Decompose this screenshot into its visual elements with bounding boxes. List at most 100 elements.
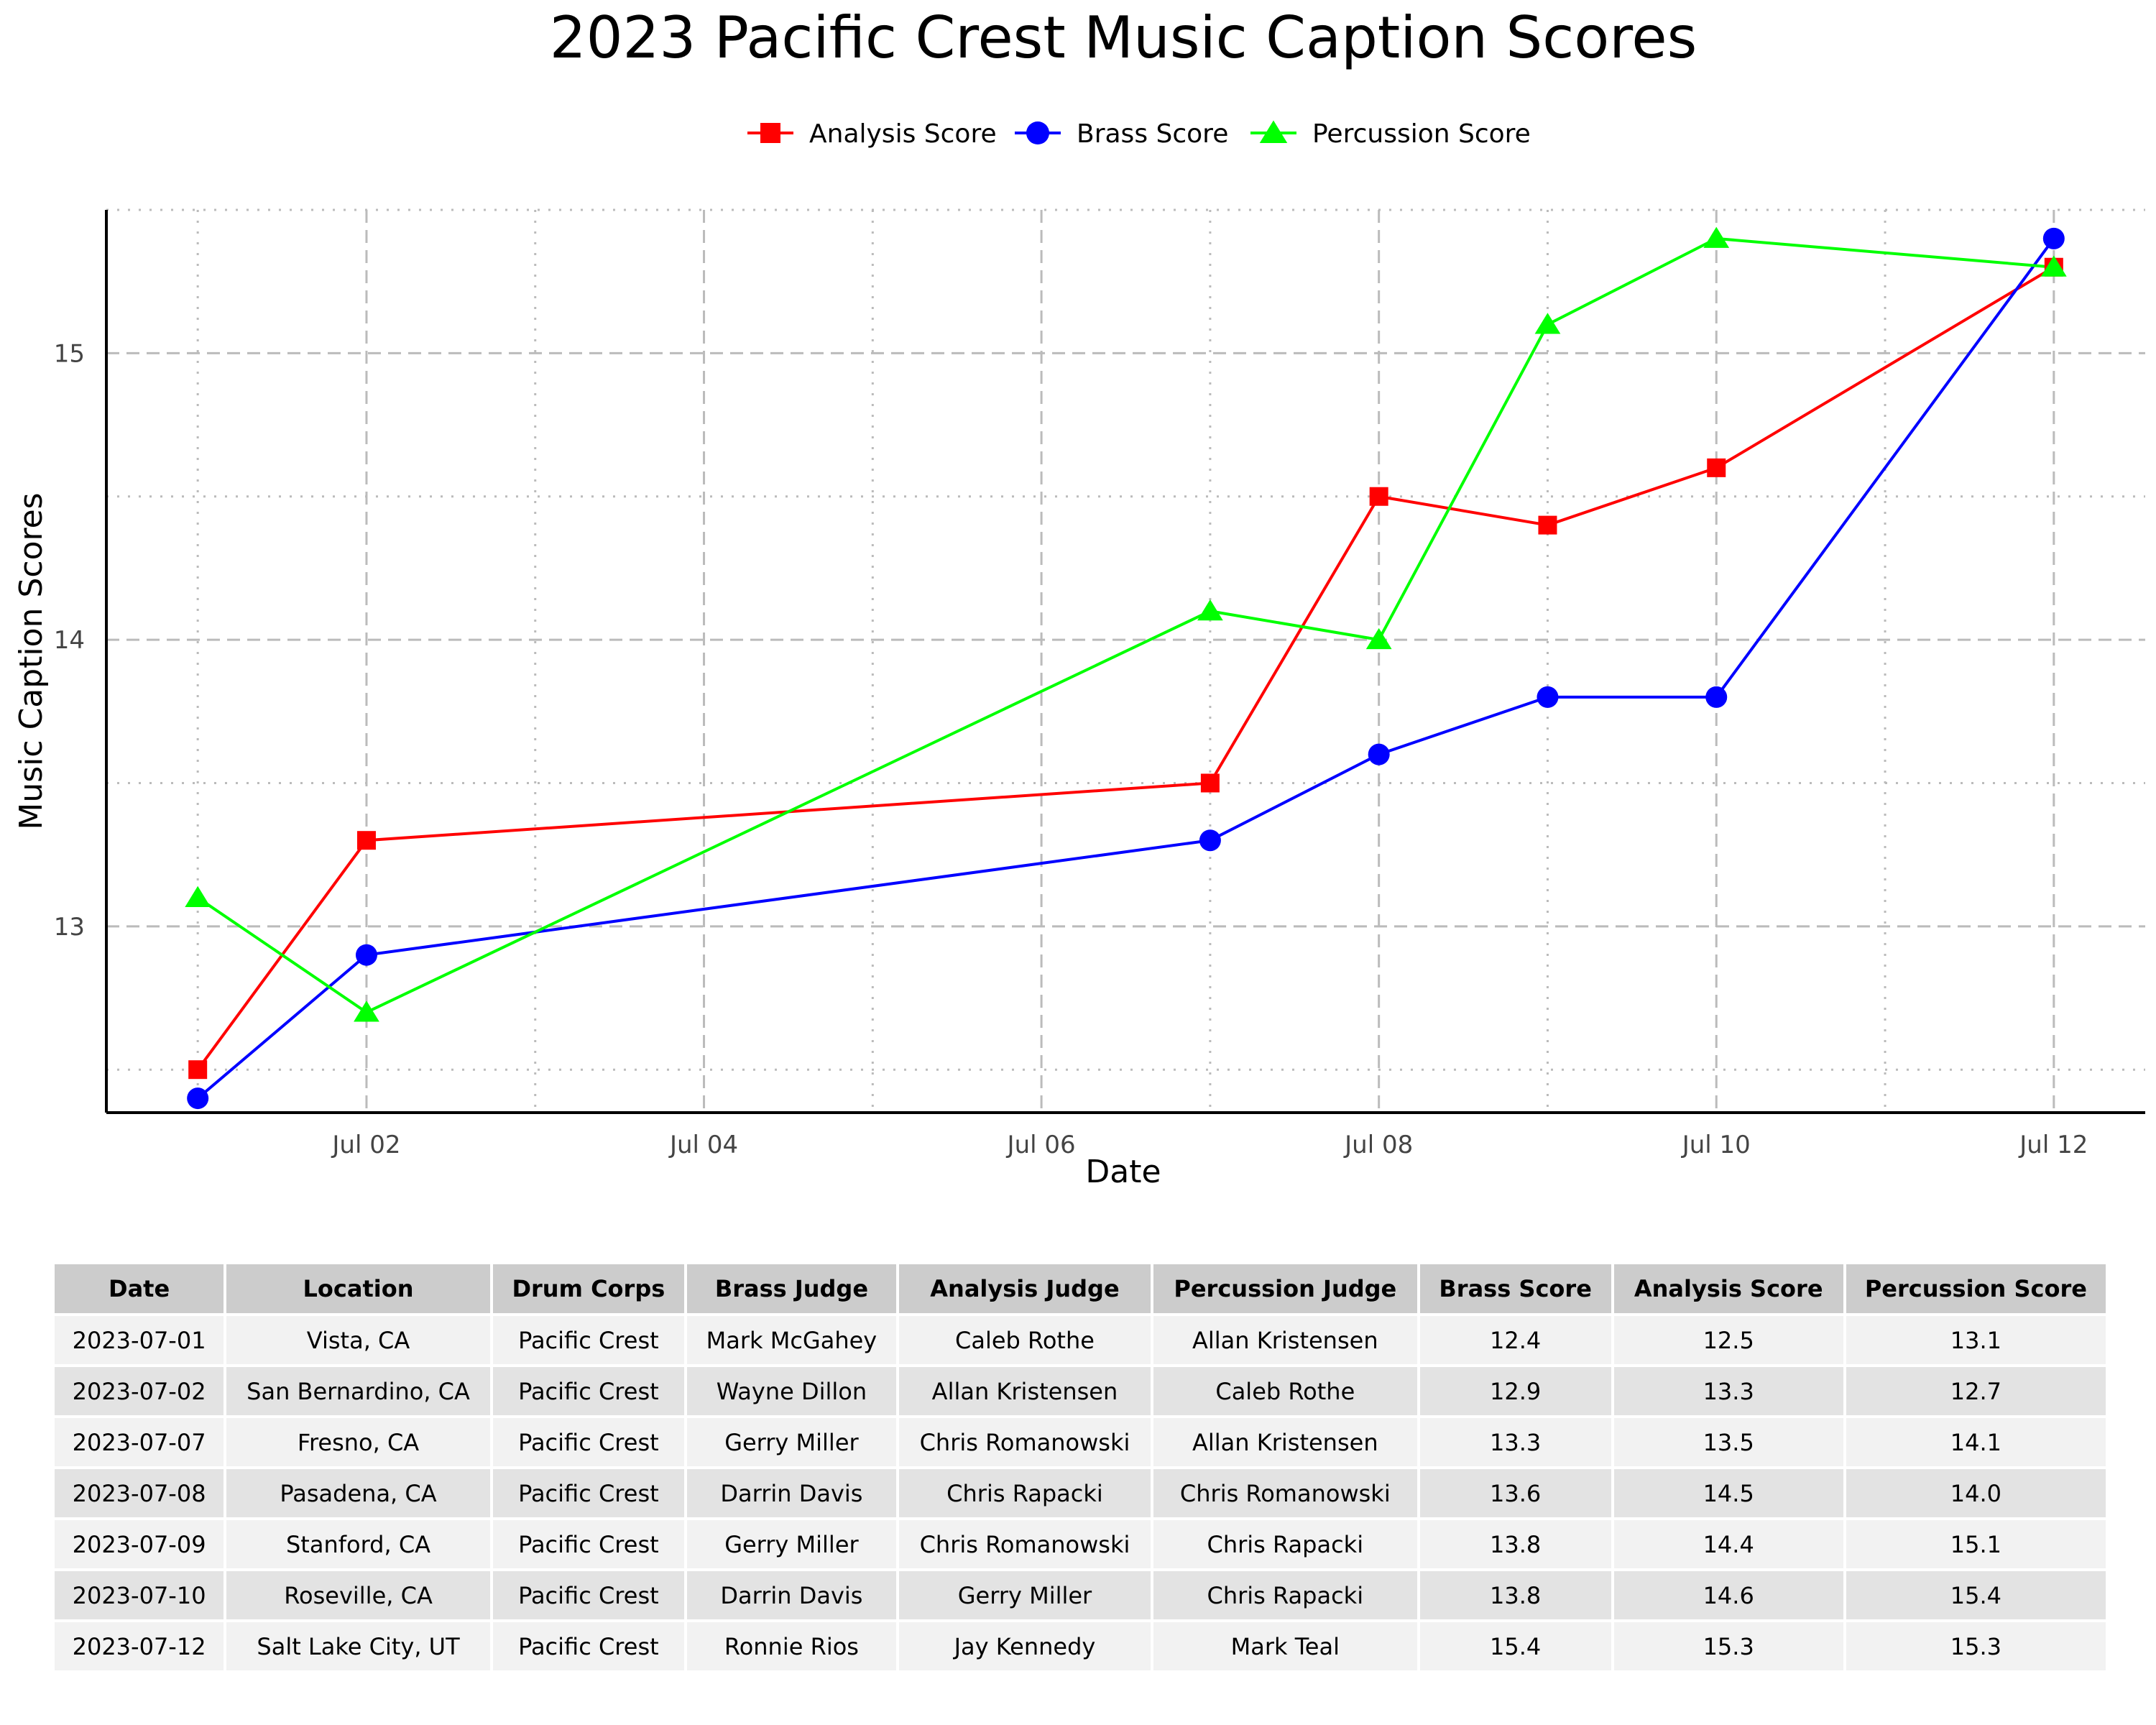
table-cell: Chris Romanowski — [899, 1520, 1151, 1568]
x-tick-label: Jul 12 — [2018, 1131, 2088, 1159]
table-cell: Chris Romanowski — [899, 1418, 1151, 1466]
table-body: 2023-07-01 Vista, CA Pacific Crest Mark McG… — [55, 1316, 2106, 1670]
table-cell: Chris Rapacki — [1153, 1571, 1417, 1619]
table-cell: 15.3 — [1613, 1622, 1843, 1670]
table-cell: Caleb Rothe — [1153, 1367, 1417, 1415]
scores-table: Date Location Drum Corps Brass Judge Analysi… — [52, 1261, 2109, 1673]
table-row: 2023-07-09 Stanford, CA Pacific Crest Gerry… — [55, 1520, 2106, 1568]
analysis-score-point — [1369, 487, 1388, 506]
table-cell: 15.4 — [1846, 1571, 2106, 1619]
percussion-score-point — [2040, 255, 2067, 277]
chart-title: 2023 Pacific Crest Music Caption Scores — [550, 4, 1697, 71]
table-header-cell: Brass Judge — [686, 1264, 896, 1313]
table-header-cell: Brass Score — [1419, 1264, 1611, 1313]
x-axis-title: Date — [1085, 1154, 1161, 1190]
table-row: 2023-07-12 Salt Lake City, UT Pacific Cres… — [55, 1622, 2106, 1670]
analysis-score-point — [188, 1060, 208, 1080]
table-cell: 2023-07-10 — [55, 1571, 224, 1619]
table-cell: Chris Romanowski — [1153, 1469, 1417, 1517]
table-cell: 2023-07-12 — [55, 1622, 224, 1670]
table-cell: 14.5 — [1613, 1469, 1843, 1517]
table-cell: 13.3 — [1613, 1367, 1843, 1415]
data-points — [185, 226, 2067, 1110]
table-row: 2023-07-02 San Bernardino, CA Pacific Cres… — [55, 1367, 2106, 1415]
table-cell: Gerry Miller — [899, 1571, 1151, 1619]
percussion-legend-marker — [1259, 120, 1288, 143]
table-cell: Darrin Davis — [686, 1571, 896, 1619]
table-cell: Chris Rapacki — [1153, 1520, 1417, 1568]
y-tick-label: 14 — [54, 626, 85, 655]
x-tick-label: Jul 02 — [331, 1131, 400, 1159]
table-cell: 14.4 — [1613, 1520, 1843, 1568]
table-cell: 12.9 — [1419, 1367, 1611, 1415]
analysis-score-point — [1200, 773, 1220, 793]
table-header-cell: Analysis Judge — [899, 1264, 1151, 1313]
table-cell: Pacific Crest — [492, 1571, 684, 1619]
table-cell: Stanford, CA — [226, 1520, 490, 1568]
y-tick-label: 13 — [54, 913, 85, 942]
tick-labels: 13 14 15 Jul 02 Jul 04 Jul 06 Jul 08 Jul 10 Jul … — [54, 339, 2088, 1159]
percussion-score-point — [185, 886, 211, 907]
analysis-score-point — [1538, 515, 1557, 535]
table-cell: 13.1 — [1846, 1316, 2106, 1364]
table-header-cell: Location — [226, 1264, 490, 1313]
brass-score-point — [1199, 829, 1221, 852]
table-cell: 15.4 — [1419, 1622, 1611, 1670]
table-cell: Pacific Crest — [492, 1316, 684, 1364]
table-cell: Caleb Rothe — [899, 1316, 1151, 1364]
axes — [105, 210, 2145, 1114]
series-lines — [196, 236, 2055, 1100]
table-cell: Roseville, CA — [226, 1571, 490, 1619]
brass-score-point — [355, 944, 377, 966]
table-cell: 2023-07-02 — [55, 1367, 224, 1415]
table-row: 2023-07-10 Roseville, CA Pacific Crest Darr… — [55, 1571, 2106, 1619]
percussion-score-point — [1703, 226, 1730, 248]
table-cell: 13.8 — [1419, 1571, 1611, 1619]
legend: Analysis Score Brass Score Percussion Scor… — [747, 119, 1531, 149]
brass-legend-marker — [1026, 121, 1049, 144]
table-cell: Pasadena, CA — [226, 1469, 490, 1517]
brass-score-point — [187, 1087, 209, 1110]
table-header-row: Date Location Drum Corps Brass Judge Analysi… — [55, 1264, 2106, 1313]
table-cell: San Bernardino, CA — [226, 1367, 490, 1415]
chart: 2023 Pacific Crest Music Caption Scores … — [13, 4, 2145, 1190]
table-cell: 2023-07-01 — [55, 1316, 224, 1364]
scores-table-container: Date Location Drum Corps Brass Judge Analysi… — [52, 1261, 2109, 1673]
table-cell: Allan Kristensen — [1153, 1316, 1417, 1364]
table-cell: Vista, CA — [226, 1316, 490, 1364]
table-header-cell: Analysis Score — [1613, 1264, 1843, 1313]
percussion-score-line — [197, 236, 2054, 1014]
table-cell: Fresno, CA — [226, 1418, 490, 1466]
table-cell: Jay Kennedy — [899, 1622, 1151, 1670]
table-cell: 2023-07-08 — [55, 1469, 224, 1517]
brass-score-point — [1368, 743, 1390, 765]
analysis-score-line — [196, 266, 2055, 1071]
table-header-cell: Percussion Score — [1846, 1264, 2106, 1313]
table-cell: Allan Kristensen — [1153, 1418, 1417, 1466]
table-cell: 15.3 — [1846, 1622, 2106, 1670]
table-cell: 13.6 — [1419, 1469, 1611, 1517]
table-cell: 12.5 — [1613, 1316, 1843, 1364]
x-tick-label: Jul 10 — [1681, 1131, 1751, 1159]
table-cell: 12.4 — [1419, 1316, 1611, 1364]
analysis-score-point — [356, 831, 376, 850]
table-row: 2023-07-07 Fresno, CA Pacific Crest Gerry M… — [55, 1418, 2106, 1466]
table-cell: Gerry Miller — [686, 1520, 896, 1568]
x-tick-label: Jul 04 — [668, 1131, 738, 1159]
table-cell: 2023-07-09 — [55, 1520, 224, 1568]
table-cell: Gerry Miller — [686, 1418, 896, 1466]
table-cell: Wayne Dillon — [686, 1367, 896, 1415]
percussion-legend-label: Percussion Score — [1312, 119, 1531, 149]
brass-score-point — [1537, 686, 1559, 708]
table-cell: 15.1 — [1846, 1520, 2106, 1568]
table-cell: Pacific Crest — [492, 1520, 684, 1568]
table-row: 2023-07-01 Vista, CA Pacific Crest Mark McG… — [55, 1316, 2106, 1364]
table-cell: Pacific Crest — [492, 1622, 684, 1670]
table-cell: Pacific Crest — [492, 1418, 684, 1466]
analysis-score-point — [1707, 458, 1726, 477]
table-cell: Darrin Davis — [686, 1469, 896, 1517]
brass-score-point — [1705, 686, 1728, 708]
percussion-score-point — [1365, 627, 1392, 650]
analysis-legend-marker — [760, 123, 780, 143]
table-cell: Allan Kristensen — [899, 1367, 1151, 1415]
